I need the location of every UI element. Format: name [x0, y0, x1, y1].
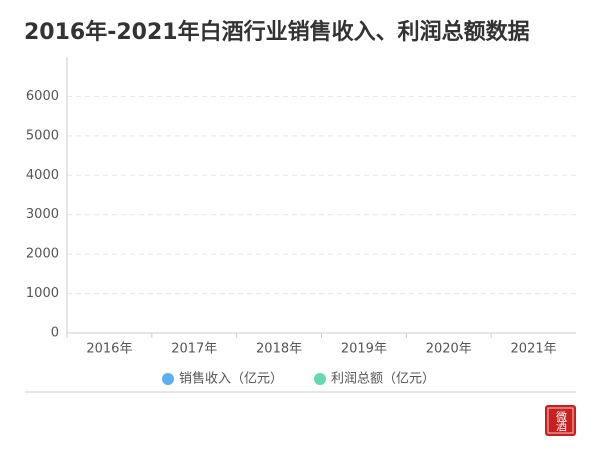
legend-label: 销售收入（亿元）: [179, 371, 283, 387]
legend-swatch: [162, 373, 174, 385]
chart-title: 2016年-2021年白酒行业销售收入、利润总额数据: [24, 19, 530, 45]
y-tick-label: 2000: [26, 247, 59, 262]
x-tick-label: 2021年: [511, 342, 557, 357]
legend-label: 利润总额（亿元）: [331, 372, 435, 387]
y-tick-label: 1000: [26, 286, 59, 301]
x-tick-label: 2019年: [341, 342, 387, 357]
y-tick-label: 3000: [26, 207, 59, 222]
logo-badge: [545, 405, 576, 436]
y-tick-label: 6000: [26, 89, 59, 104]
y-tick-label: 0: [51, 326, 59, 341]
x-tick-label: 2020年: [426, 342, 472, 357]
y-tick-label: 4000: [26, 168, 59, 183]
logo-frame: [547, 407, 574, 434]
x-tick-label: 2017年: [171, 342, 217, 357]
logo-text: 微酒: [555, 409, 568, 432]
legend-swatch: [314, 373, 327, 385]
x-tick-label: 2016年: [86, 342, 132, 357]
x-tick-label: 2018年: [256, 342, 302, 357]
y-tick-label: 5000: [26, 128, 59, 143]
